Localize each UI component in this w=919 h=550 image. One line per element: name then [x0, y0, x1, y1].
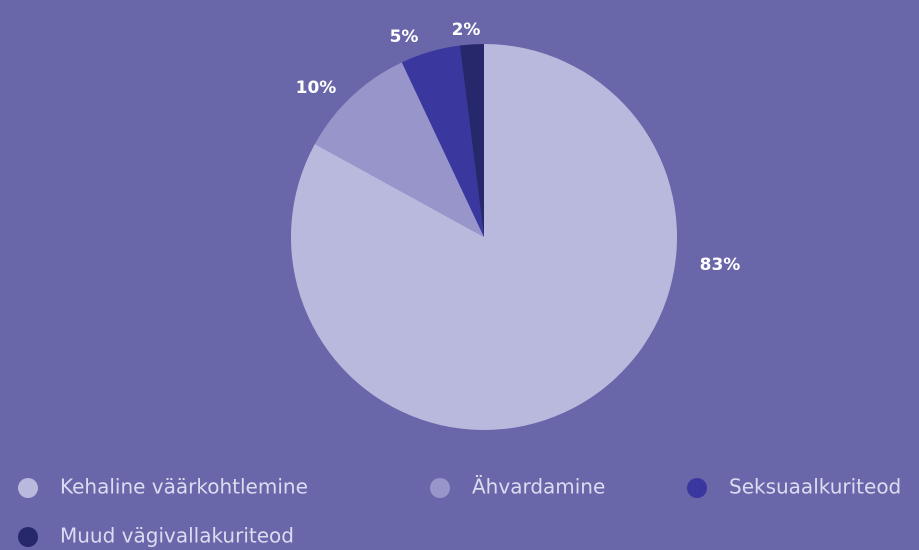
legend-swatch: [687, 478, 707, 498]
pie-slice: [459, 44, 484, 237]
pie-slice: [401, 45, 484, 237]
legend-label: Ähvardamine: [472, 475, 605, 499]
value-label: 83%: [700, 255, 741, 275]
legend-swatch: [430, 478, 450, 498]
value-label: 10%: [296, 78, 337, 98]
pie-slice: [314, 62, 484, 237]
value-label: 5%: [390, 27, 419, 47]
legend-label: Kehaline väärkohtlemine: [60, 475, 308, 499]
legend-swatch: [18, 527, 38, 547]
legend-label: Seksuaalkuriteod: [729, 475, 901, 499]
legend-label: Muud vägivallakuriteod: [60, 524, 294, 548]
value-label: 2%: [452, 20, 481, 40]
legend-swatch: [18, 478, 38, 498]
